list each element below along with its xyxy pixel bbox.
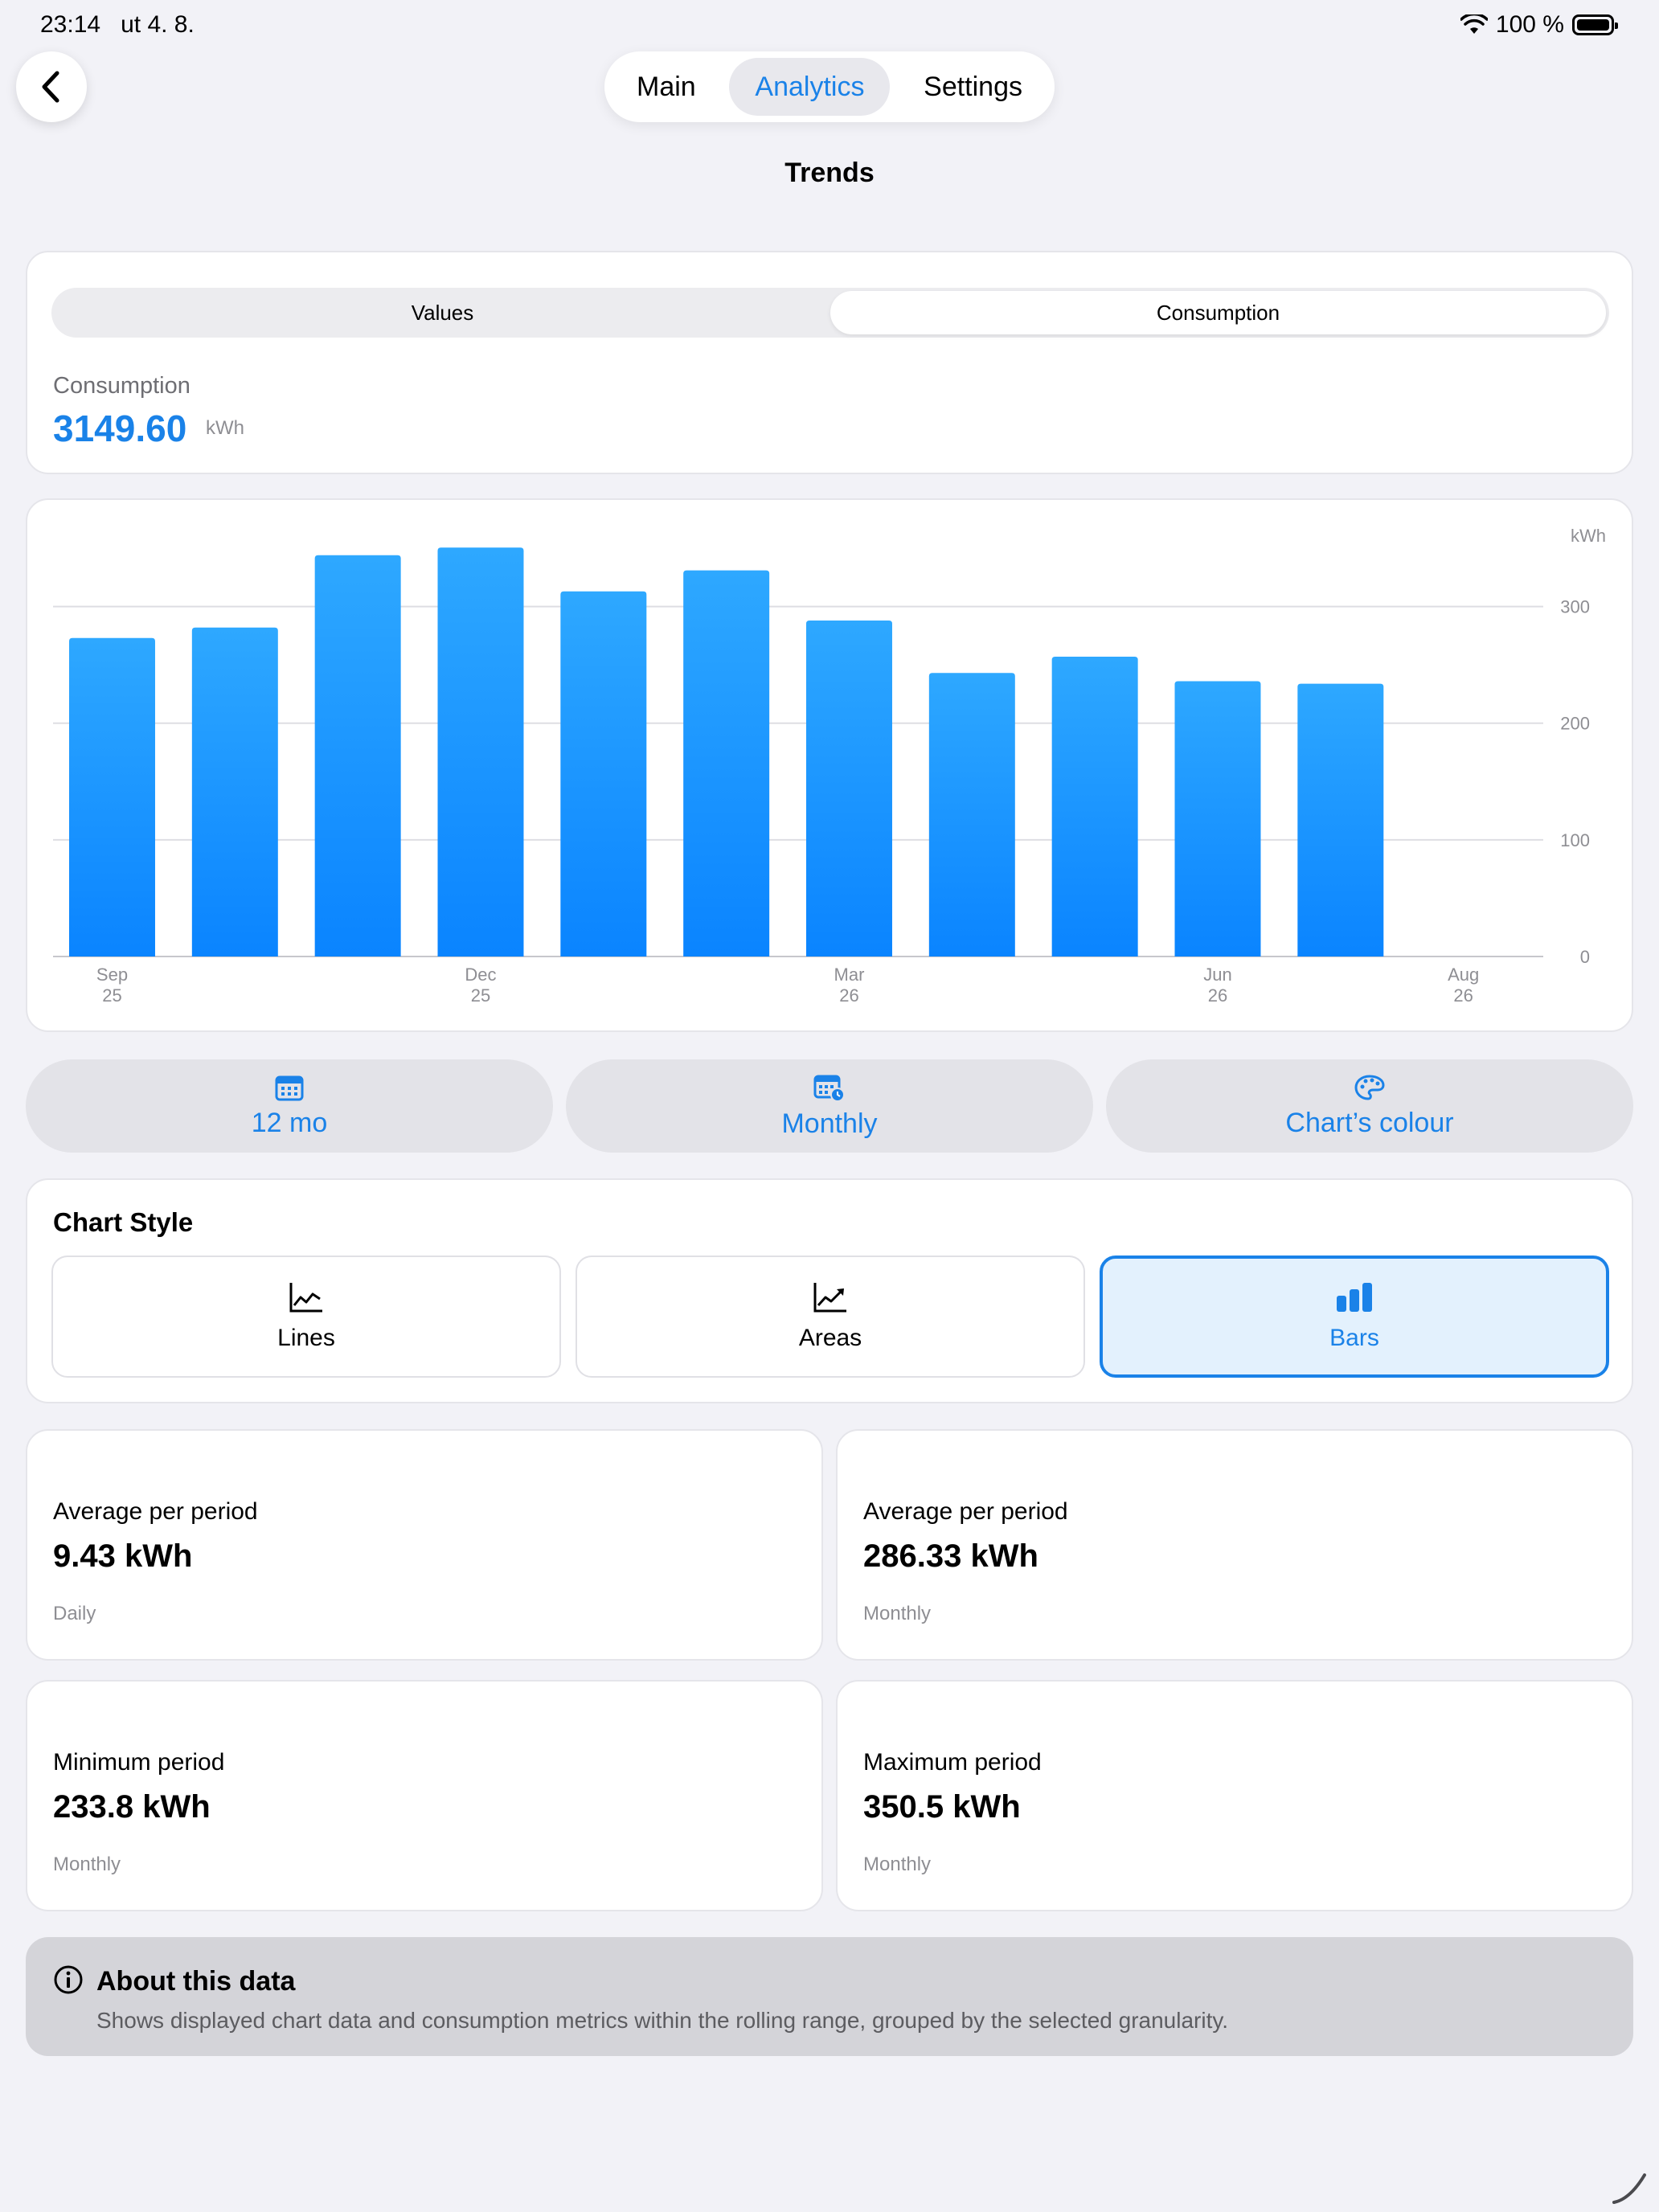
- chart-colour-button[interactable]: Chart’s colour: [1106, 1059, 1633, 1153]
- style-areas-button[interactable]: Areas: [576, 1256, 1085, 1378]
- x-tick-year-label: 25: [471, 985, 490, 1006]
- stat-sublabel: Monthly: [863, 1854, 932, 1875]
- status-bar-time: 23:14 ut 4. 8.: [40, 11, 195, 39]
- bar-nov-25[interactable]: [314, 555, 401, 956]
- range-button[interactable]: 12 mo: [26, 1059, 553, 1153]
- stat-card-maximum: Maximum period 350.5 kWh Monthly: [836, 1680, 1633, 1911]
- style-areas-label: Areas: [798, 1325, 862, 1351]
- stat-label: Minimum period: [53, 1749, 225, 1776]
- x-tick-year-label: 26: [1208, 985, 1227, 1006]
- consumption-value: 3149.60: [53, 408, 187, 449]
- granularity-button[interactable]: Monthly: [566, 1059, 1093, 1153]
- style-lines-label: Lines: [277, 1325, 335, 1351]
- stat-sublabel: Monthly: [53, 1854, 121, 1875]
- bar-feb-26[interactable]: [683, 570, 770, 956]
- top-tab-bar: Main Analytics Settings: [604, 51, 1055, 122]
- y-tick-label: 300: [1560, 597, 1590, 617]
- segment-values[interactable]: Values: [411, 300, 474, 325]
- tab-main[interactable]: Main: [637, 71, 696, 102]
- tab-settings[interactable]: Settings: [924, 71, 1022, 102]
- y-tick-label: 0: [1580, 947, 1590, 967]
- y-tick-label: 100: [1560, 830, 1590, 850]
- stat-card-minimum: Minimum period 233.8 kWh Monthly: [26, 1680, 823, 1911]
- battery-icon: [1572, 14, 1618, 35]
- segment-consumption[interactable]: Consumption: [830, 291, 1606, 334]
- bar-dec-25[interactable]: [437, 547, 524, 956]
- stat-label: Maximum period: [863, 1749, 1042, 1776]
- stat-card-average-monthly: Average per period 286.33 kWh Monthly: [836, 1429, 1633, 1661]
- stat-value: 350.5 kWh: [863, 1789, 1021, 1825]
- stat-value: 286.33 kWh: [863, 1538, 1038, 1574]
- status-time: 23:14: [40, 11, 101, 38]
- consumption-unit: kWh: [206, 417, 244, 439]
- area-chart-icon: [813, 1283, 846, 1313]
- wifi-icon: [1460, 14, 1488, 34]
- chart-card: 0 100 200 300 Sep 25 Dec 25 Mar 26 Jun 26 Aug 26 kWh: [26, 498, 1633, 1032]
- chevron-left-icon: [42, 71, 59, 103]
- palette-icon: [1354, 1074, 1385, 1100]
- x-tick-year-label: 25: [102, 985, 121, 1006]
- bar-mar-26[interactable]: [806, 620, 892, 956]
- calendar-icon: [275, 1075, 304, 1100]
- style-bars-label: Bars: [1329, 1325, 1379, 1351]
- about-text: Shows displayed chart data and consumpti…: [96, 2008, 1229, 2033]
- summary-card: Values Consumption Consumption 3149.60 k…: [26, 251, 1633, 474]
- stat-sublabel: Daily: [53, 1603, 96, 1624]
- bar-jan-26[interactable]: [560, 591, 647, 956]
- y-tick-label: 200: [1560, 714, 1590, 734]
- consumption-label: Consumption: [53, 373, 190, 399]
- bar-jun-26[interactable]: [1174, 681, 1261, 956]
- chart-unit-label: kWh: [1571, 526, 1606, 546]
- status-date: ut 4. 8.: [121, 11, 195, 38]
- calendar-clock-icon: [813, 1075, 845, 1102]
- stat-sublabel: Monthly: [863, 1603, 932, 1624]
- back-button[interactable]: [16, 51, 87, 122]
- x-tick-month-label: Aug: [1448, 965, 1479, 985]
- x-tick-month-label: Mar: [834, 965, 865, 985]
- chart-colour-button-label: Chart’s colour: [1285, 1107, 1454, 1138]
- bar-apr-26[interactable]: [928, 673, 1015, 956]
- stat-value: 9.43 kWh: [53, 1538, 193, 1574]
- bar-sep-25[interactable]: [69, 637, 155, 956]
- line-chart-icon: [289, 1283, 322, 1313]
- x-tick-year-label: 26: [1453, 985, 1473, 1006]
- x-tick-month-label: Jun: [1203, 965, 1231, 985]
- style-lines-button[interactable]: Lines: [51, 1256, 561, 1378]
- x-tick-month-label: Sep: [96, 965, 128, 985]
- stat-card-average-daily: Average per period 9.43 kWh Daily: [26, 1429, 823, 1661]
- x-tick-year-label: 26: [839, 985, 858, 1006]
- chart-style-title: Chart Style: [53, 1207, 194, 1237]
- stat-label: Average per period: [53, 1498, 258, 1525]
- pencil-scribble-icon: [1612, 2173, 1646, 2204]
- bar-oct-25[interactable]: [191, 627, 278, 956]
- bar-chart-icon: [1337, 1283, 1372, 1312]
- chart-style-card: Chart Style Lines Areas Bars: [26, 1178, 1633, 1403]
- about-data-card: About this data Shows displayed chart da…: [26, 1937, 1633, 2056]
- range-button-label: 12 mo: [251, 1107, 328, 1138]
- about-title: About this data: [96, 1966, 296, 1997]
- granularity-button-label: Monthly: [781, 1108, 878, 1139]
- bar-jul-26[interactable]: [1297, 683, 1384, 956]
- status-bar-right: 100 %: [1460, 11, 1618, 39]
- info-icon: [54, 1965, 83, 1994]
- style-bars-button[interactable]: Bars: [1100, 1256, 1609, 1378]
- page-title: Trends: [784, 158, 875, 188]
- values-consumption-segmented-control: Values Consumption: [51, 288, 1609, 338]
- tab-analytics[interactable]: Analytics: [729, 58, 891, 116]
- stat-value: 233.8 kWh: [53, 1789, 211, 1825]
- x-tick-month-label: Dec: [465, 965, 496, 985]
- battery-percent: 100 %: [1495, 11, 1564, 38]
- bar-may-26[interactable]: [1051, 656, 1138, 956]
- stat-label: Average per period: [863, 1498, 1068, 1525]
